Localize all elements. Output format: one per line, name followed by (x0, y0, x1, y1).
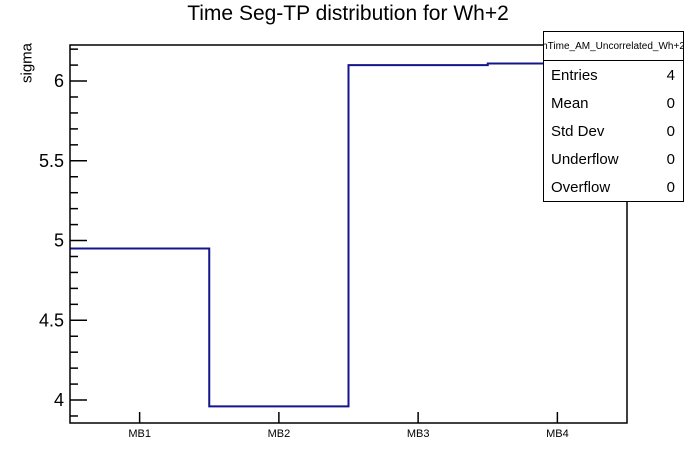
histogram-line (70, 62, 627, 408)
stat-row: Entries 4 (544, 61, 683, 89)
stat-label: Mean (551, 94, 589, 112)
y-tick-label: 4 (54, 390, 64, 410)
x-tick-label: MB4 (546, 428, 569, 440)
stat-label: Std Dev (551, 122, 605, 140)
y-tick-label: 5 (54, 231, 64, 251)
y-tick-label: 4.5 (39, 310, 64, 330)
y-tick-label: 5.5 (39, 151, 64, 171)
stat-value: 0 (666, 151, 675, 169)
stats-box-rows: Entries 4 Mean 0 Std Dev 0 Underflow 0 Overflow 0 (544, 61, 683, 202)
x-tick-label: MB3 (407, 428, 430, 440)
stat-label: Overflow (551, 179, 611, 197)
plot-frame (69, 44, 628, 424)
stat-row: Overflow 0 (544, 174, 683, 202)
stat-label: Entries (551, 66, 598, 84)
stat-value: 0 (666, 122, 675, 140)
stat-value: 4 (666, 66, 675, 84)
chart-title: Time Seg-TP distribution for Wh+2 (187, 2, 509, 25)
stat-row: Mean 0 (544, 89, 683, 117)
stats-box: hTime_AM_Uncorrelated_Wh+2 Entries 4 Mean 0… (543, 31, 684, 202)
stat-value: 0 (666, 94, 675, 112)
y-tick-label: 6 (54, 71, 64, 91)
stat-value: 0 (666, 179, 675, 197)
stat-row: Underflow 0 (544, 146, 683, 174)
stats-box-header: hTime_AM_Uncorrelated_Wh+2 (544, 32, 683, 61)
x-tick-label: MB1 (128, 428, 151, 440)
stat-label: Underflow (551, 151, 619, 169)
x-tick-label: MB2 (268, 428, 291, 440)
stat-row: Std Dev 0 (544, 117, 683, 145)
